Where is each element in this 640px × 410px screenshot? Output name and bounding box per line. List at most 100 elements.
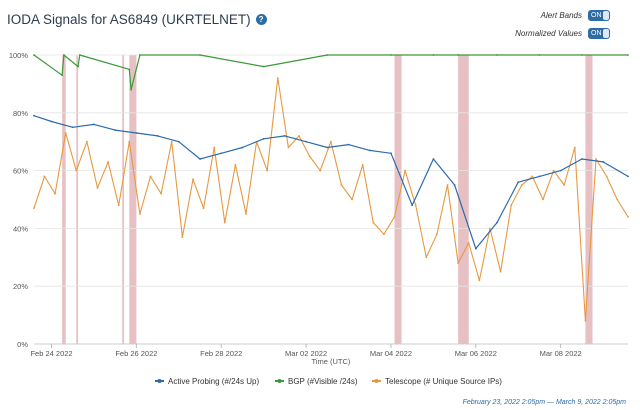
- data-point-telescope: [446, 184, 449, 186]
- alert-bands-toggle-row: Alert Bands ON: [541, 10, 610, 21]
- alert-bands-switch[interactable]: ON: [588, 10, 610, 21]
- legend-marker: [374, 379, 379, 383]
- data-point-active-probing: [474, 247, 477, 250]
- data-point-telescope: [616, 198, 619, 201]
- x-tick-label: Mar 06 2022: [455, 349, 497, 358]
- normalized-values-label: Normalized Values: [515, 29, 582, 38]
- data-point-active-probing: [305, 140, 308, 143]
- data-point-telescope: [414, 204, 417, 207]
- data-point-active-probing: [602, 161, 605, 163]
- data-point-telescope: [149, 175, 152, 178]
- data-point-active-probing: [93, 123, 95, 126]
- data-point-telescope: [170, 140, 173, 143]
- data-point-bgp: [538, 54, 541, 56]
- data-point-telescope: [573, 146, 576, 149]
- data-point-bgp: [61, 74, 64, 77]
- normalized-values-switch[interactable]: ON: [588, 28, 610, 39]
- data-point-telescope: [457, 262, 460, 264]
- chart-title: IODA Signals for AS6849 (UKRTELNET): [7, 12, 251, 27]
- data-point-bgp: [199, 54, 201, 56]
- data-point-telescope: [361, 163, 364, 166]
- data-point-active-probing: [71, 126, 74, 129]
- alert-bands: [62, 55, 593, 344]
- data-point-active-probing: [496, 221, 498, 224]
- data-point-telescope: [489, 227, 491, 230]
- data-point-bgp: [457, 54, 460, 56]
- legend-label: Telescope (# Unique Source IPs): [385, 377, 502, 386]
- data-point-telescope: [266, 169, 269, 172]
- data-point-telescope: [552, 169, 555, 172]
- data-point-active-probing: [390, 152, 392, 155]
- data-point-telescope: [287, 146, 290, 149]
- data-point-active-probing: [177, 140, 180, 143]
- data-point-active-probing: [199, 158, 201, 160]
- x-tick-label: Feb 28 2022: [200, 349, 242, 358]
- data-point-active-probing: [220, 152, 223, 155]
- data-point-telescope: [425, 256, 428, 259]
- data-point-telescope: [510, 204, 513, 207]
- data-point-telescope: [107, 161, 110, 163]
- alert-bands-label: Alert Bands: [540, 11, 582, 20]
- data-point-active-probing: [517, 181, 520, 184]
- x-tick-label: Feb 26 2022: [115, 349, 157, 358]
- data-point-telescope: [319, 169, 322, 172]
- series-lines: [33, 54, 629, 322]
- data-point-telescope: [64, 132, 67, 134]
- data-point-telescope: [85, 140, 88, 143]
- data-point-active-probing: [156, 135, 159, 137]
- data-point-active-probing: [347, 143, 350, 146]
- data-point-telescope: [43, 175, 46, 178]
- legend: Active Probing (#/24s Up) BGP (#Visible /…: [155, 377, 502, 386]
- data-point-active-probing: [432, 158, 435, 160]
- data-point-telescope: [213, 146, 216, 149]
- data-point-bgp: [128, 68, 131, 71]
- data-point-bgp: [326, 54, 329, 56]
- data-point-active-probing: [326, 146, 329, 149]
- series-line-bgp: [33, 54, 628, 91]
- data-point-telescope: [245, 213, 247, 215]
- alert-band: [76, 55, 79, 344]
- x-axis-ticks: Feb 24 2022 Feb 26 2022 Feb 28 2022 Mar 02 …: [30, 344, 582, 358]
- data-point-telescope: [308, 155, 311, 158]
- data-point-telescope: [351, 198, 353, 201]
- y-tick-label: 0%: [17, 340, 28, 349]
- data-point-active-probing: [580, 158, 583, 160]
- x-tick-label: Mar 02 2022: [285, 349, 327, 358]
- data-point-telescope: [372, 221, 375, 224]
- data-point-bgp: [130, 88, 132, 91]
- legend-label: BGP (#Visible /24s): [288, 377, 358, 386]
- y-tick-label: 20%: [13, 282, 28, 291]
- alert-band: [122, 55, 125, 344]
- data-point-telescope: [234, 163, 237, 166]
- data-point-bgp: [627, 54, 629, 56]
- data-point-bgp: [63, 54, 65, 56]
- help-icon[interactable]: ?: [255, 14, 267, 25]
- data-point-bgp: [78, 54, 81, 56]
- data-point-bgp: [262, 65, 265, 68]
- data-point-telescope: [595, 158, 597, 160]
- y-axis-ticks: 0% 20% 40% 60% 80% 100%: [9, 51, 29, 349]
- data-point-active-probing: [627, 175, 629, 178]
- data-point-active-probing: [559, 169, 562, 172]
- alert-band: [458, 55, 469, 344]
- data-point-telescope: [202, 207, 205, 210]
- normalized-values-toggle-row: Normalized Values ON: [515, 28, 610, 39]
- data-point-bgp: [432, 54, 435, 56]
- alert-band: [62, 55, 66, 344]
- data-point-active-probing: [262, 137, 265, 140]
- data-point-telescope: [563, 184, 566, 186]
- data-point-telescope: [160, 192, 163, 195]
- data-point-active-probing: [114, 129, 117, 132]
- x-tick-label: Feb 24 2022: [30, 349, 72, 358]
- data-point-bgp: [496, 54, 498, 56]
- data-point-bgp: [33, 54, 35, 56]
- data-point-telescope: [276, 77, 279, 80]
- data-point-active-probing: [538, 175, 541, 178]
- legend-marker: [277, 379, 282, 383]
- x-tick-label: Mar 08 2022: [540, 349, 582, 358]
- data-point-telescope: [223, 221, 226, 224]
- date-range: February 23, 2022 2:05pm — March 9, 2022…: [462, 399, 626, 406]
- data-point-bgp: [580, 54, 583, 56]
- y-tick-label: 100%: [9, 51, 29, 60]
- data-point-telescope: [627, 215, 629, 218]
